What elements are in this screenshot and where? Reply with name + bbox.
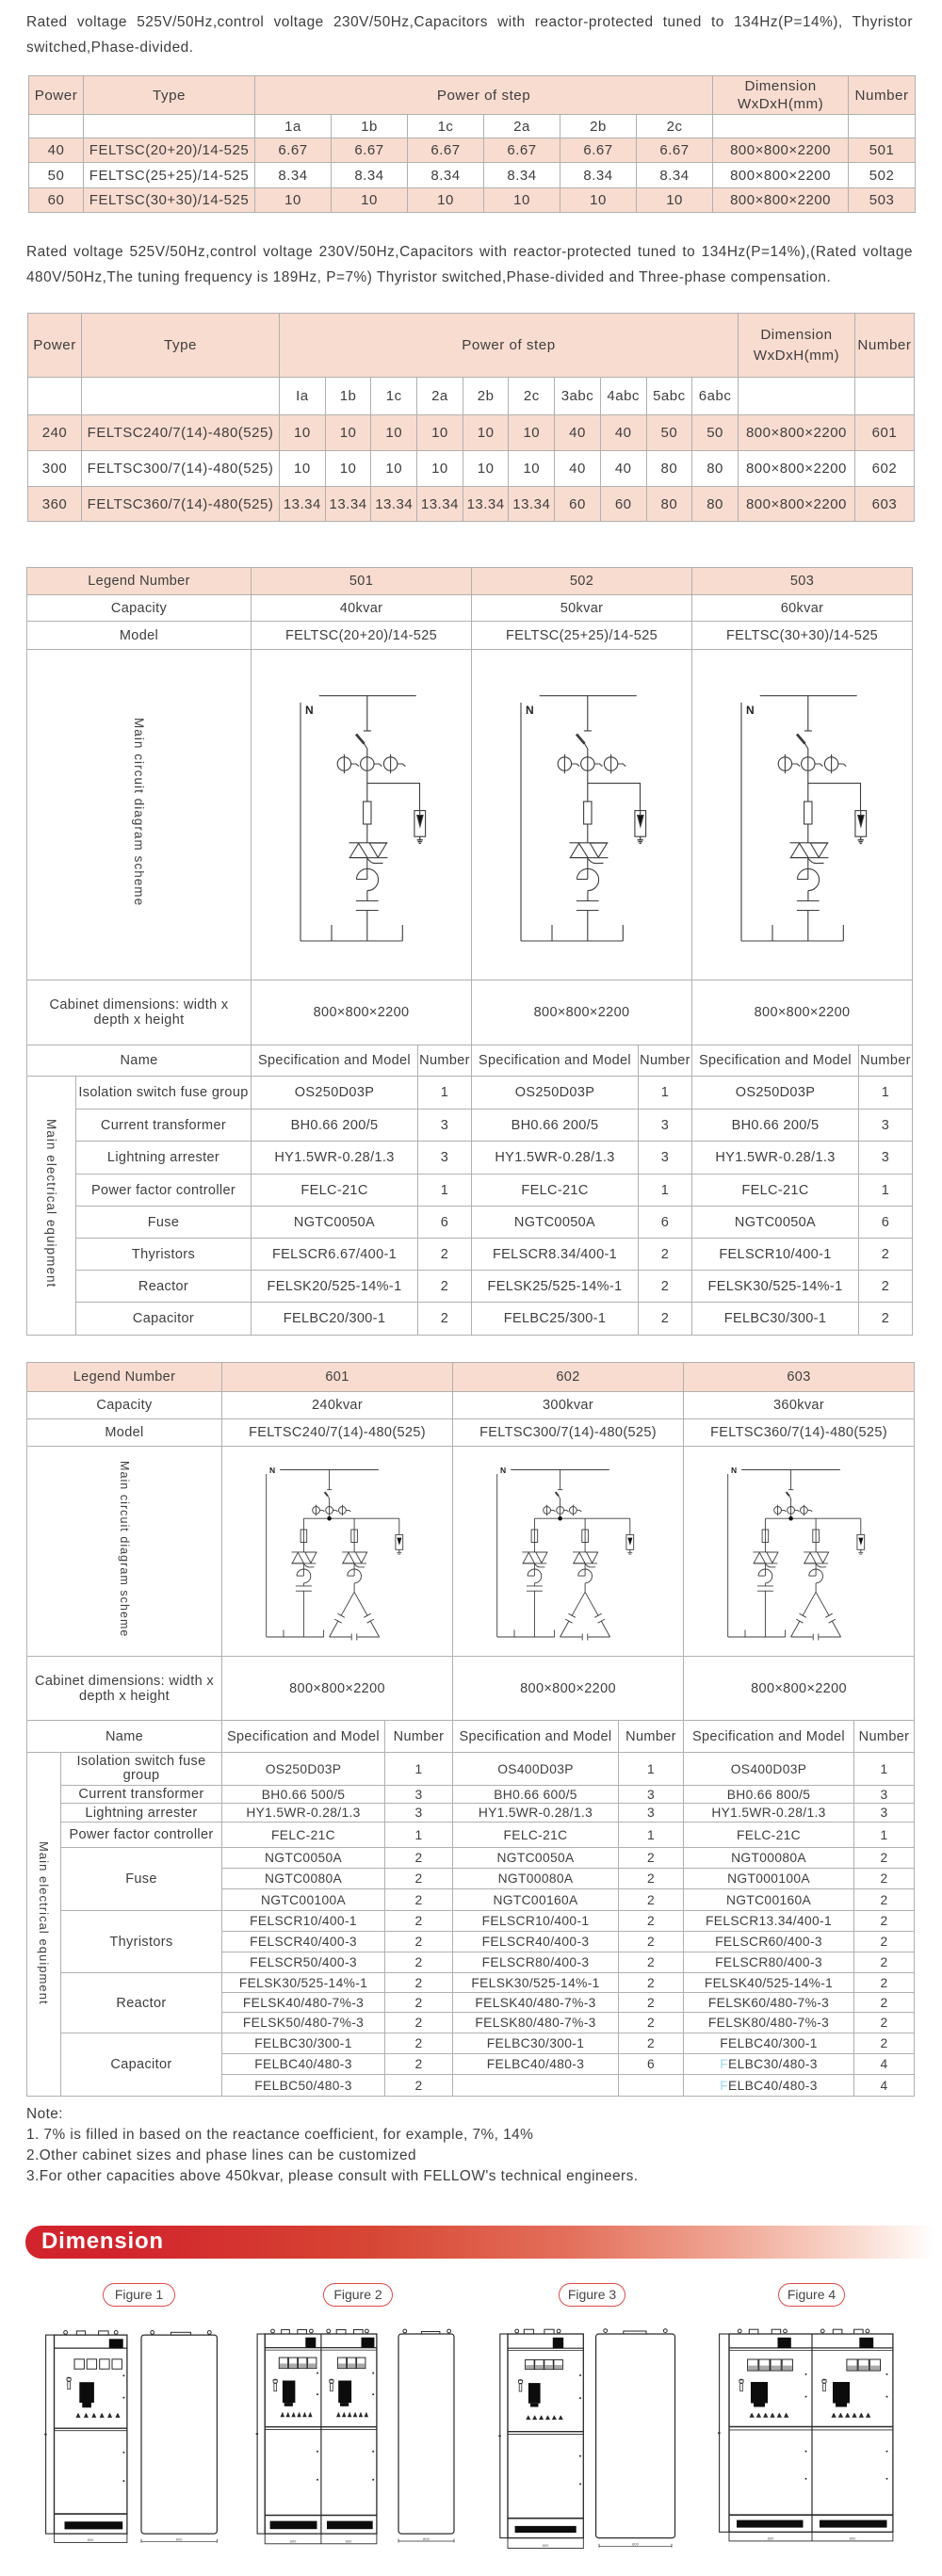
svg-text:N: N [305,704,314,717]
svg-text:800: 800 [290,2538,297,2543]
svg-text:800: 800 [632,2541,639,2546]
svg-text:N: N [500,1466,507,1475]
svg-text:N: N [269,1466,276,1475]
svg-text:800: 800 [346,2538,352,2543]
svg-text:N: N [731,1466,738,1475]
svg-text:800: 800 [768,2535,774,2540]
svg-text:N: N [526,704,534,717]
svg-text:800: 800 [423,2536,430,2541]
svg-text:800: 800 [543,2543,549,2548]
svg-text:800: 800 [850,2535,856,2540]
svg-text:800: 800 [176,2536,183,2541]
svg-text:800: 800 [88,2537,94,2542]
svg-text:N: N [746,704,755,717]
